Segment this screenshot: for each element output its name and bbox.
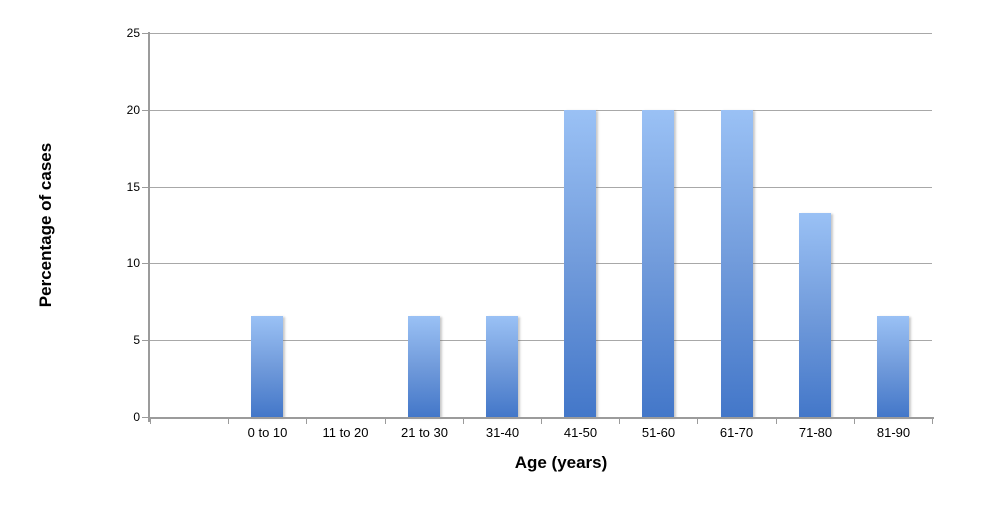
x-axis-tick xyxy=(697,419,698,424)
x-tick-label: 0 to 10 xyxy=(247,425,288,440)
y-axis-tick xyxy=(142,33,149,34)
x-axis-title: Age (years) xyxy=(514,453,608,472)
x-axis-tick xyxy=(150,419,151,424)
x-tick-label: 51-60 xyxy=(641,425,676,440)
gridline xyxy=(150,33,932,34)
x-axis-tick xyxy=(306,419,307,424)
y-axis-tick xyxy=(142,263,149,264)
bar xyxy=(408,316,440,417)
gridline xyxy=(150,340,932,341)
x-axis-tick xyxy=(228,419,229,424)
bar xyxy=(486,316,518,417)
y-axis-title: Percentage of cases xyxy=(36,142,55,308)
x-axis-tick xyxy=(776,419,777,424)
x-axis-tick xyxy=(854,419,855,424)
y-tick-label: 0 xyxy=(133,410,140,424)
y-axis-tick xyxy=(142,110,149,111)
bar xyxy=(251,316,283,417)
gridline xyxy=(150,187,932,188)
gridline xyxy=(150,110,932,111)
x-tick-label: 61-70 xyxy=(719,425,754,440)
bar xyxy=(877,316,909,417)
y-tick-label: 20 xyxy=(126,103,140,117)
x-axis-tick xyxy=(385,419,386,424)
bar xyxy=(721,110,753,417)
x-axis-line xyxy=(148,417,934,419)
x-axis-tick xyxy=(619,419,620,424)
x-axis-tick xyxy=(463,419,464,424)
x-tick-label: 31-40 xyxy=(485,425,520,440)
x-tick-label: 41-50 xyxy=(563,425,598,440)
y-tick-label: 15 xyxy=(126,180,140,194)
bar xyxy=(799,213,831,417)
x-tick-label: 71-80 xyxy=(798,425,833,440)
gridline xyxy=(150,263,932,264)
y-axis-tick xyxy=(142,187,149,188)
x-tick-label: 11 to 20 xyxy=(322,425,369,440)
bar xyxy=(564,110,596,417)
x-tick-label: 21 to 30 xyxy=(401,425,448,440)
x-tick-label: 81-90 xyxy=(876,425,911,440)
plot-area: 0 5 10 15 20 25 0 to 10 11 to 20 21 to 30 31-40 41… xyxy=(127,26,934,440)
y-axis-line xyxy=(148,32,150,422)
y-tick-label: 5 xyxy=(133,333,140,347)
x-axis-tick xyxy=(541,419,542,424)
y-tick-label: 25 xyxy=(126,26,140,40)
y-axis-tick xyxy=(142,417,149,418)
y-tick-label: 10 xyxy=(126,256,140,270)
x-axis-tick xyxy=(932,419,933,424)
y-axis-tick xyxy=(142,340,149,341)
bar xyxy=(642,110,674,417)
